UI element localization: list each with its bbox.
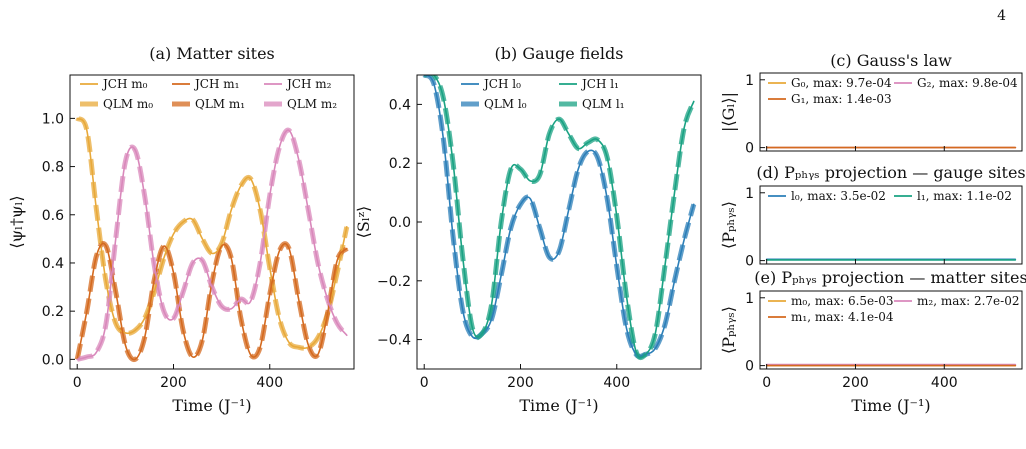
legend-label: JCH m₂ [285,77,332,91]
x-tick-label: 0 [420,375,429,391]
panel-b: (b) Gauge fields 0 200 400 −0.4 −0.2 0.0 0.2 0.4… [354,44,702,415]
y-axis-title: |⟨Gₗ⟩| [719,92,738,132]
legend-label: QLM m₀ [103,97,153,111]
legend: JCH l₀ JCH l₁ QLM l₀ QLM l₁ [461,77,625,111]
y-tick-label: 0 [745,254,754,270]
y-tick-label: 0 [745,141,754,157]
panel-d: (d) Pₚₕᵧₛ projection — gauge sites 0 1 ⟨Pₚₕ… [719,163,1026,270]
x-tick-label: 0 [73,375,82,391]
legend-label: JCH l₁ [580,77,619,91]
legend-label: l₀, max: 3.5e-02 [791,189,886,203]
series-group [422,75,697,361]
y-tick-label: 0.4 [42,256,64,272]
x-axis-title: Time (J⁻¹) [172,396,251,415]
page-number: 4 [997,8,1006,24]
y-tick-label: 0.0 [389,215,411,231]
legend: G₀, max: 9.7e-04 G₂, max: 9.8e-04 G₁, max:… [768,76,1018,106]
y-tick-label: 0.8 [42,160,64,176]
legend-label: m₀, max: 6.5e-03 [791,294,894,308]
x-tick-label: 400 [256,375,283,391]
y-tick-label: 1 [745,291,754,307]
panel-a: (a) Matter sites 0 200 400 0.0 0.2 0.4 0.6 0.8 1.… [7,44,355,415]
panel-title: (e) Pₚₕᵧₛ projection — matter sites [754,268,1026,287]
y-tick-label: 1 [745,73,754,89]
panel-title: (c) Gauss's law [830,51,952,70]
x-tick-label: 400 [931,375,958,391]
x-tick-label: 200 [160,375,187,391]
legend-label: l₁, max: 1.1e-02 [917,189,1012,203]
axes-frame [759,72,1023,152]
series-line [423,75,695,359]
legend-label: G₀, max: 9.7e-04 [791,76,892,90]
y-tick-label: 0.0 [42,352,64,368]
panel-title: (a) Matter sites [149,44,275,63]
panel-e: (e) Pₚₕᵧₛ projection — matter sites 0 200 4… [719,268,1026,415]
series-line [76,242,348,361]
legend-label: m₁, max: 4.1e-04 [791,310,894,324]
legend: l₀, max: 3.5e-02 l₁, max: 1.1e-02 [768,189,1012,203]
y-tick-label: −0.2 [377,274,411,290]
x-axis-title: Time (J⁻¹) [519,396,598,415]
legend-label: m₂, max: 2.7e-02 [917,294,1020,308]
y-tick-label: 0.2 [389,156,411,172]
y-tick-label: 0 [745,359,754,375]
x-tick-label: 0 [762,375,771,391]
axes-frame [759,290,1023,370]
series-group [74,116,350,363]
series-group [765,258,1017,261]
panel-title: (b) Gauge fields [495,44,624,63]
y-tick-label: 1 [745,186,754,202]
y-axis-title: ⟨Sₗᶻ⟩ [354,206,373,239]
y-tick-label: 0.6 [42,208,64,224]
legend: m₀, max: 6.5e-03 m₂, max: 2.7e-02 m₁, max:… [768,294,1020,324]
x-axis-title: Time (J⁻¹) [851,396,930,415]
legend-label: QLM m₁ [195,97,245,111]
x-tick-label: 400 [603,375,630,391]
y-axis-title: ⟨Pₚₕᵧₛ⟩ [719,306,738,354]
series-line [424,75,697,361]
legend-label: QLM m₂ [287,97,337,111]
y-tick-label: −0.4 [377,333,411,349]
legend-label: QLM l₁ [582,97,625,111]
series-group [765,363,1017,367]
y-axis-title: ⟨ψₗ†ψₗ⟩ [7,195,26,248]
y-tick-label: 0.4 [389,97,411,113]
x-tick-label: 200 [507,375,534,391]
legend-label: G₂, max: 9.8e-04 [917,76,1018,90]
legend-label: G₁, max: 1.4e-03 [791,92,892,106]
legend-label: QLM l₀ [484,97,527,111]
y-tick-label: 0.2 [42,304,64,320]
legend-label: JCH m₁ [193,77,239,91]
legend-label: JCH l₀ [482,77,521,91]
legend: JCH m₀ JCH m₁ JCH m₂ QLM m₀ QLM m₁ QLM m₂ [80,77,337,111]
series-line [76,129,348,361]
axes-frame [69,74,355,370]
panel-title: (d) Pₚₕᵧₛ projection — gauge sites [756,163,1025,182]
y-axis-title: ⟨Pₚₕᵧₛ⟩ [719,201,738,249]
legend-label: JCH m₀ [101,77,148,91]
axes-frame [759,185,1023,265]
x-tick-label: 200 [842,375,869,391]
series-line [423,75,695,358]
y-tick-label: 1.0 [42,111,64,127]
series-line [76,117,348,350]
